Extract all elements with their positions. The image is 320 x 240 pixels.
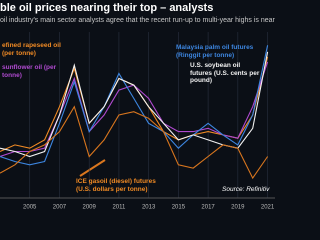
chart-title: ble oil prices nearing their top – analy…	[0, 2, 213, 14]
x-tick-label: 2005	[23, 205, 37, 211]
x-tick-label: 2011	[112, 205, 126, 211]
x-tick-label: 2007	[53, 205, 67, 211]
series-label: U.S. soybean oil futures (U.S. cents per…	[190, 62, 260, 84]
source: Source: Refinitiv	[222, 186, 270, 193]
x-tick-label: 2009	[83, 205, 97, 211]
series-label: Malaysia palm oil futures (Ringgit per t…	[176, 44, 254, 59]
chart-subtitle: oil industry's main sector analysts agre…	[0, 17, 276, 24]
chart: ble oil prices nearing their top – analy…	[0, 2, 276, 211]
series-label: sunflower oil (per tonne)	[2, 64, 57, 79]
page: ble oil prices nearing their top – analy…	[0, 2, 276, 211]
x-tick-label: 2013	[142, 205, 156, 211]
series-label: ICE gasoil (diesel) futures (U.S. dollar…	[76, 178, 156, 193]
arrow	[79, 159, 106, 177]
x-tick-label: 2021	[261, 205, 275, 211]
series-label: efined rapeseed oil (per tonne)	[2, 42, 61, 57]
series-line	[0, 45, 269, 166]
x-tick-label: 2019	[231, 205, 245, 211]
series-line	[0, 105, 269, 180]
x-tick-label: 2017	[201, 205, 215, 211]
x-tick-label: 2015	[172, 205, 186, 211]
